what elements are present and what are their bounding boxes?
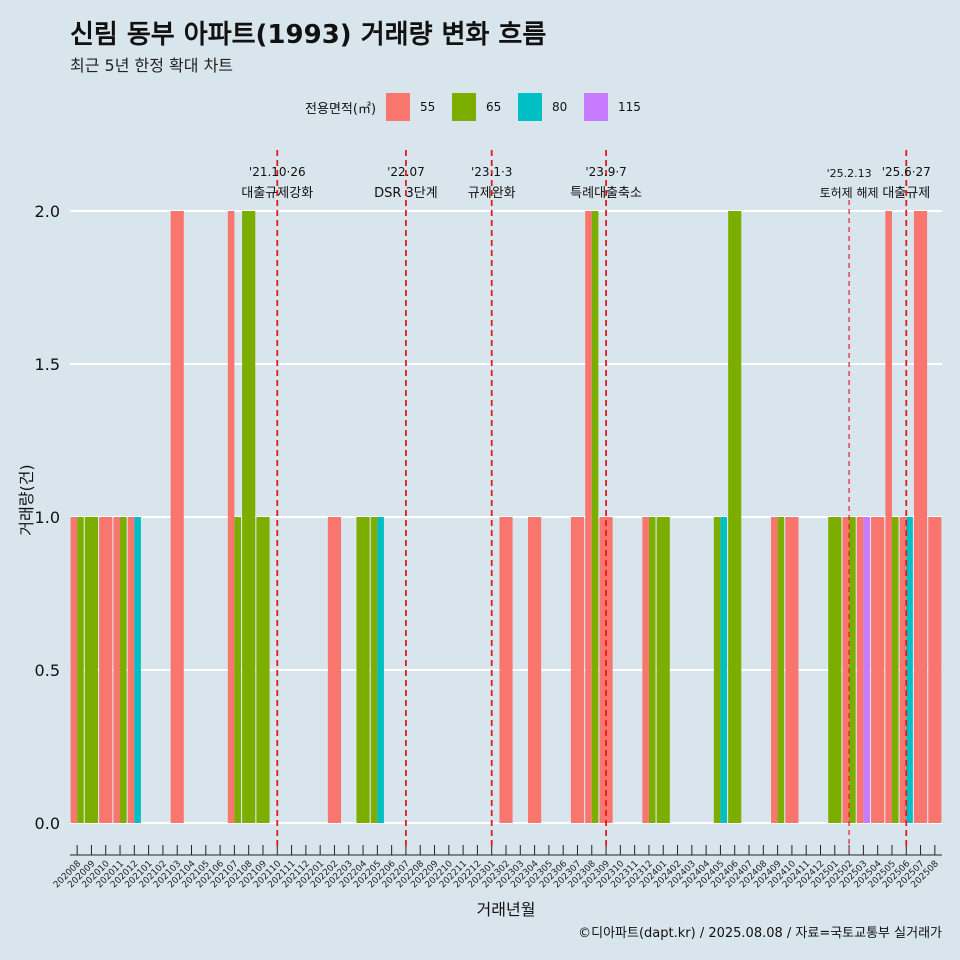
legend-label-65: 65	[486, 100, 502, 114]
bar	[256, 517, 270, 823]
y-tick-label: 0.5	[35, 661, 60, 680]
bar	[99, 517, 113, 823]
event-date-label: '21.10·26	[249, 165, 306, 179]
bar	[899, 517, 907, 823]
bar	[642, 517, 649, 823]
bar	[170, 211, 184, 823]
bar	[227, 211, 235, 823]
x-axis-title: 거래년월	[477, 900, 536, 919]
event-name-label: DSR 3단계	[374, 186, 438, 201]
chart-title: 신림 동부 아파트(1993) 거래량 변화 흐름	[70, 20, 547, 50]
bar	[728, 211, 742, 823]
bar	[585, 211, 592, 823]
bar	[120, 517, 127, 823]
bar	[906, 517, 913, 823]
source-caption: ©디아파트(dapt.kr) / 2025.08.08 / 자료=국토교통부 실…	[578, 926, 942, 941]
bar	[499, 517, 513, 823]
legend-swatch-80	[518, 93, 543, 121]
bar	[863, 517, 870, 823]
bar	[84, 517, 99, 823]
bar	[70, 517, 78, 823]
bar	[891, 517, 899, 823]
bar	[356, 517, 370, 823]
bar	[127, 517, 135, 823]
bar	[648, 517, 656, 823]
event-name-label: 규제완화	[468, 186, 516, 201]
legend-item-55: 55	[386, 93, 444, 121]
event-date-label: '23.1·3	[471, 165, 512, 179]
event-name-label: 대출규제강화	[241, 186, 313, 201]
bar	[785, 517, 799, 823]
bar	[713, 517, 721, 823]
bar	[134, 517, 141, 823]
y-tick-label: 1.0	[35, 508, 60, 527]
event-name-label: 대출규제	[882, 186, 930, 201]
bar	[113, 517, 121, 823]
bar	[234, 517, 241, 823]
y-axis-title: 거래량(건)	[17, 464, 36, 535]
legend-label-55: 55	[420, 100, 436, 114]
y-tick-label: 0.0	[35, 814, 60, 833]
bar	[849, 517, 856, 823]
event-name-label: 토허제 해제	[820, 186, 879, 200]
event-date-label: '23.9·7	[585, 165, 626, 179]
bar	[656, 517, 670, 823]
bar	[720, 517, 728, 823]
bar	[777, 517, 785, 823]
y-tick-label: 2.0	[35, 202, 60, 221]
bar	[913, 211, 928, 823]
bar	[928, 517, 942, 823]
legend: 전용면적(㎡) 55 65 80 115	[0, 92, 960, 122]
event-date-label: '25.2.13	[827, 167, 872, 180]
legend-swatch-65	[452, 93, 477, 121]
bar	[885, 211, 892, 823]
bar	[327, 517, 342, 823]
bar	[370, 517, 378, 823]
legend-item-80: 80	[518, 93, 576, 121]
bar	[377, 517, 384, 823]
bar	[591, 211, 599, 823]
bar	[77, 517, 84, 823]
event-date-label: '25.6·27	[882, 165, 931, 179]
bar	[570, 517, 585, 823]
legend-title: 전용면적(㎡)	[305, 101, 377, 117]
bar	[528, 517, 542, 823]
bar	[856, 517, 864, 823]
legend-swatch-55	[386, 93, 411, 121]
legend-item-115: 115	[584, 93, 647, 121]
y-tick-label: 1.5	[35, 355, 60, 374]
bar	[242, 211, 256, 823]
bar	[828, 517, 842, 823]
legend-swatch-115	[584, 93, 609, 121]
bar	[871, 517, 885, 823]
event-date-label: '22.07	[387, 165, 425, 179]
bar	[771, 517, 778, 823]
legend-label-80: 80	[552, 100, 568, 114]
bar	[842, 517, 850, 823]
chart-subtitle: 최근 5년 한정 확대 차트	[70, 56, 234, 75]
legend-label-115: 115	[618, 100, 641, 114]
event-name-label: 특례대출축소	[570, 186, 642, 201]
legend-item-65: 65	[452, 93, 510, 121]
